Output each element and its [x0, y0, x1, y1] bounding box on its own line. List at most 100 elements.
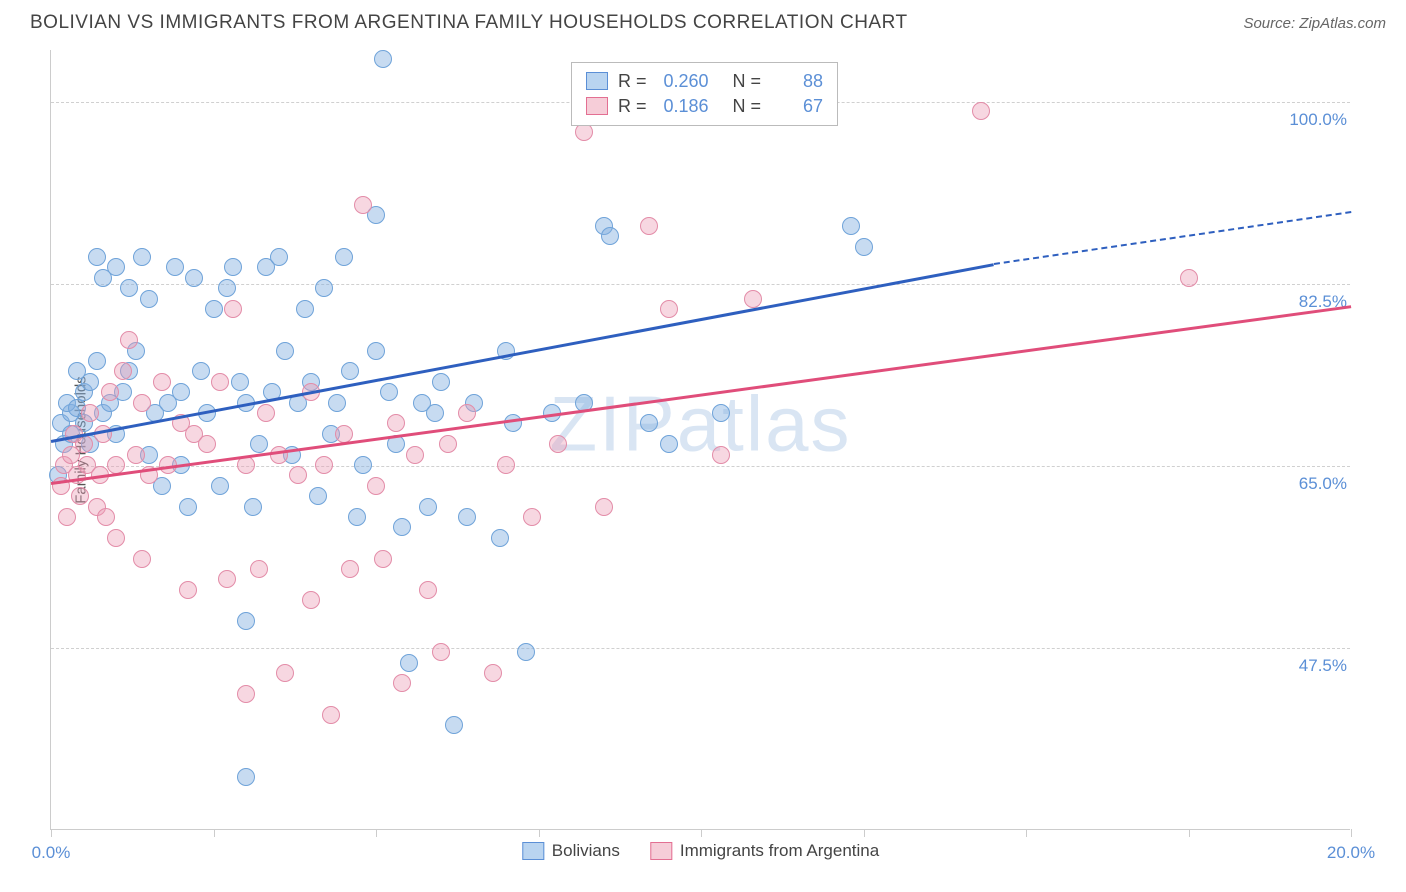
- stat-r-value: 0.260: [657, 71, 709, 92]
- data-point-argentina: [439, 435, 457, 453]
- data-point-argentina: [419, 581, 437, 599]
- data-point-argentina: [354, 196, 372, 214]
- stat-n-label: N =: [733, 96, 762, 117]
- legend-swatch: [586, 97, 608, 115]
- data-point-argentina: [367, 477, 385, 495]
- data-point-argentina: [341, 560, 359, 578]
- data-point-bolivians: [374, 50, 392, 68]
- data-point-bolivians: [426, 404, 444, 422]
- stat-n-value: 67: [771, 96, 823, 117]
- data-point-bolivians: [224, 258, 242, 276]
- data-point-bolivians: [660, 435, 678, 453]
- data-point-bolivians: [140, 290, 158, 308]
- data-point-argentina: [58, 508, 76, 526]
- data-point-bolivians: [81, 373, 99, 391]
- data-point-bolivians: [380, 383, 398, 401]
- data-point-bolivians: [270, 248, 288, 266]
- data-point-bolivians: [309, 487, 327, 505]
- data-point-bolivians: [458, 508, 476, 526]
- data-point-argentina: [114, 362, 132, 380]
- data-point-bolivians: [250, 435, 268, 453]
- data-point-argentina: [107, 529, 125, 547]
- x-tick-label: 0.0%: [32, 843, 71, 863]
- data-point-argentina: [432, 643, 450, 661]
- data-point-argentina: [257, 404, 275, 422]
- data-point-argentina: [101, 383, 119, 401]
- data-point-bolivians: [296, 300, 314, 318]
- watermark: ZIPatlas: [549, 378, 851, 469]
- data-point-argentina: [972, 102, 990, 120]
- data-point-bolivians: [419, 498, 437, 516]
- source-label: Source: ZipAtlas.com: [1243, 15, 1386, 32]
- x-tick-label: 20.0%: [1327, 843, 1375, 863]
- data-point-bolivians: [166, 258, 184, 276]
- data-point-bolivians: [172, 383, 190, 401]
- data-point-bolivians: [393, 518, 411, 536]
- data-point-argentina: [335, 425, 353, 443]
- x-tick: [376, 829, 377, 837]
- data-point-bolivians: [237, 612, 255, 630]
- data-point-argentina: [250, 560, 268, 578]
- data-point-argentina: [712, 446, 730, 464]
- data-point-bolivians: [244, 498, 262, 516]
- data-point-argentina: [406, 446, 424, 464]
- data-point-argentina: [276, 664, 294, 682]
- trend-line: [51, 263, 994, 442]
- stat-r-label: R =: [618, 96, 647, 117]
- x-tick: [864, 829, 865, 837]
- chart-title: BOLIVIAN VS IMMIGRANTS FROM ARGENTINA FA…: [30, 12, 908, 34]
- legend-swatch: [586, 72, 608, 90]
- data-point-bolivians: [601, 227, 619, 245]
- data-point-bolivians: [218, 279, 236, 297]
- data-point-argentina: [315, 456, 333, 474]
- gridline: [51, 284, 1350, 285]
- data-point-argentina: [374, 550, 392, 568]
- data-point-argentina: [71, 487, 89, 505]
- data-point-argentina: [153, 373, 171, 391]
- stat-n-label: N =: [733, 71, 762, 92]
- legend-item: Bolivians: [522, 841, 620, 861]
- data-point-argentina: [81, 404, 99, 422]
- stat-r-value: 0.186: [657, 96, 709, 117]
- data-point-bolivians: [276, 342, 294, 360]
- y-tick-label: 47.5%: [1299, 656, 1355, 676]
- data-point-argentina: [198, 435, 216, 453]
- data-point-argentina: [127, 446, 145, 464]
- data-point-argentina: [595, 498, 613, 516]
- data-point-bolivians: [88, 248, 106, 266]
- data-point-bolivians: [133, 248, 151, 266]
- data-point-bolivians: [855, 238, 873, 256]
- data-point-bolivians: [354, 456, 372, 474]
- data-point-argentina: [211, 373, 229, 391]
- data-point-argentina: [322, 706, 340, 724]
- data-point-argentina: [744, 290, 762, 308]
- x-tick: [701, 829, 702, 837]
- legend-swatch: [522, 842, 544, 860]
- data-point-argentina: [237, 685, 255, 703]
- data-point-argentina: [75, 435, 93, 453]
- data-point-bolivians: [348, 508, 366, 526]
- data-point-argentina: [458, 404, 476, 422]
- trend-line: [993, 211, 1351, 265]
- data-point-bolivians: [192, 362, 210, 380]
- data-point-argentina: [120, 331, 138, 349]
- y-tick-label: 100.0%: [1289, 110, 1355, 130]
- data-point-bolivians: [491, 529, 509, 547]
- data-point-argentina: [523, 508, 541, 526]
- data-point-bolivians: [205, 300, 223, 318]
- data-point-bolivians: [120, 279, 138, 297]
- data-point-argentina: [218, 570, 236, 588]
- stat-n-value: 88: [771, 71, 823, 92]
- data-point-argentina: [224, 300, 242, 318]
- data-point-bolivians: [231, 373, 249, 391]
- legend-swatch: [650, 842, 672, 860]
- data-point-bolivians: [88, 352, 106, 370]
- data-point-argentina: [302, 591, 320, 609]
- data-point-bolivians: [517, 643, 535, 661]
- data-point-argentina: [179, 581, 197, 599]
- data-point-argentina: [387, 414, 405, 432]
- chart-plot-area: Family Households ZIPatlas 47.5%65.0%82.…: [50, 50, 1350, 830]
- data-point-argentina: [575, 123, 593, 141]
- x-tick: [51, 829, 52, 837]
- data-point-bolivians: [712, 404, 730, 422]
